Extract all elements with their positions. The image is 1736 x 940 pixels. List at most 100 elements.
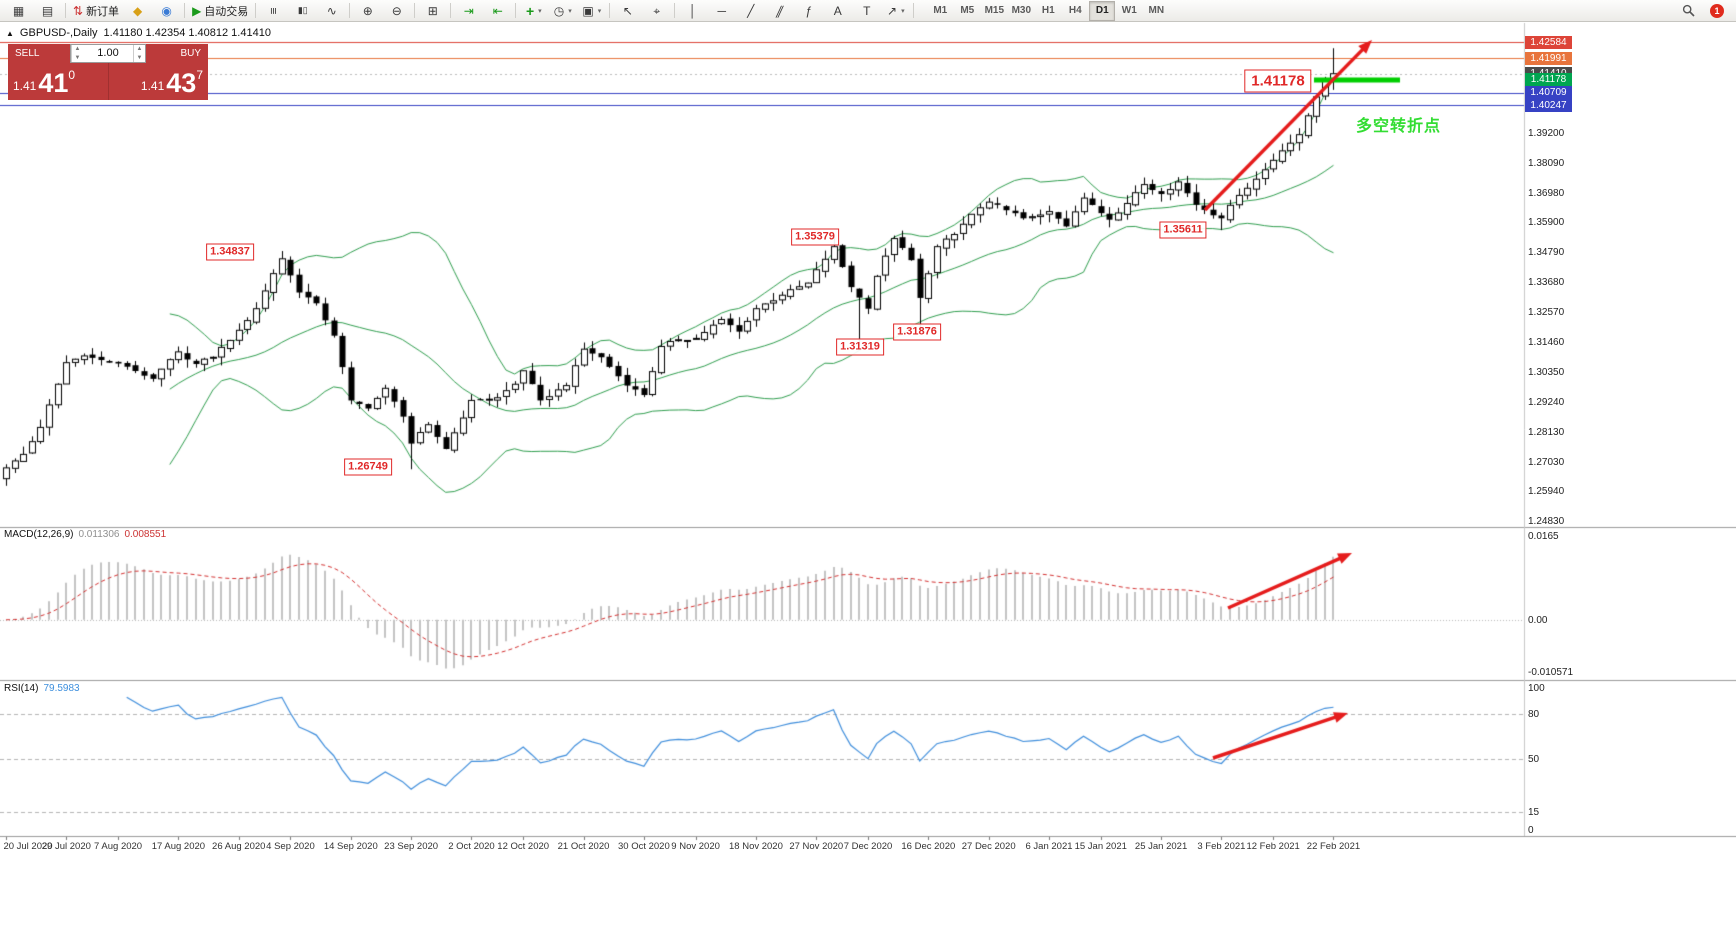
price-annotation[interactable]: 1.34837 xyxy=(206,243,254,261)
candlestick-button[interactable]: ▮▯ xyxy=(288,0,317,22)
volume-value[interactable]: 1.00 xyxy=(97,47,119,59)
chart-shift-button[interactable]: ⇤ xyxy=(483,0,512,22)
tile-windows-button[interactable]: ⊞ xyxy=(418,0,447,22)
price-axis[interactable]: 1.39200 1.38090 1.36980 1.35900 1.34790 1.336… xyxy=(1524,23,1736,837)
market-button[interactable]: ◉ xyxy=(152,0,181,22)
notification-badge[interactable]: 1 xyxy=(1710,3,1724,18)
price-line-label: 1.42584 xyxy=(1525,35,1572,49)
rsi-axis-tick: 15 xyxy=(1528,806,1540,818)
chevron-up-icon: ▲ xyxy=(136,46,143,53)
symbol-period-label: GBPUSD-,Daily xyxy=(19,27,98,39)
auto-scroll-button[interactable]: ⇥ xyxy=(454,0,483,22)
search-icon xyxy=(1682,4,1695,17)
chevron-up-icon: ▲ xyxy=(74,46,81,53)
time-axis[interactable]: 20 Jul 2020 29 Jul 2020 7 Aug 2020 17 Aug 2… xyxy=(0,838,1736,858)
toolbar-separator xyxy=(349,3,351,18)
fibonacci-icon: ƒ xyxy=(805,3,813,18)
autotrade-label: 自动交易 xyxy=(204,5,249,18)
auto-scroll-icon: ⇥ xyxy=(463,3,474,18)
zoom-out-button[interactable]: ⊖ xyxy=(382,0,411,22)
timeframe-m15[interactable]: M15 xyxy=(984,5,1005,16)
sell-price-pip: 0 xyxy=(68,68,76,82)
buy-button[interactable]: BUY xyxy=(146,44,208,63)
price-annotation[interactable]: 1.31876 xyxy=(893,323,941,341)
bar-chart-button[interactable]: ≡ xyxy=(259,0,288,22)
sell-label: SELL xyxy=(15,48,40,59)
price-axis-tick: 1.27030 xyxy=(1528,456,1565,468)
new-chart-button[interactable]: ▦ xyxy=(4,0,33,22)
metaeditor-button[interactable]: ◆ xyxy=(123,0,152,22)
timeframe-m1[interactable]: M1 xyxy=(933,5,948,16)
crosshair-button[interactable]: ⌖ xyxy=(642,0,671,22)
sell-price-prefix: 1.41 xyxy=(13,79,37,93)
price-annotation[interactable]: 1.26749 xyxy=(344,458,392,476)
time-axis-label: 7 Aug 2020 xyxy=(94,841,143,852)
price-annotation[interactable]: 1.41178 xyxy=(1244,69,1312,93)
chevron-down-icon: ▾ xyxy=(538,7,542,15)
timeframe-m30[interactable]: M30 xyxy=(1011,5,1032,16)
timeframe-d1[interactable]: D1 xyxy=(1089,0,1116,21)
time-axis-label: 12 Feb 2021 xyxy=(1246,841,1300,852)
price-line-label: 1.41991 xyxy=(1525,51,1572,65)
price-axis-tick: 1.34790 xyxy=(1528,247,1565,259)
macd-axis-tick: 0.0165 xyxy=(1528,531,1559,542)
text-label-button[interactable]: T xyxy=(852,0,881,22)
timeframe-m5[interactable]: M5 xyxy=(960,5,975,16)
periods-button[interactable]: ◷ ▾ xyxy=(548,0,577,22)
horizontal-line-button[interactable]: ─ xyxy=(707,0,736,22)
channel-button[interactable]: ∥ xyxy=(765,0,794,22)
arrows-button[interactable]: ↗ ▾ xyxy=(881,0,910,22)
profiles-button[interactable]: ▤ xyxy=(33,0,62,22)
time-axis-label: 22 Feb 2021 xyxy=(1306,841,1361,852)
sell-price[interactable]: 1.41 41 0 xyxy=(8,63,109,100)
price-axis-tick: 1.39200 xyxy=(1528,128,1565,140)
trendline-button[interactable]: ╱ xyxy=(736,0,765,22)
candlestick-icon: ▮▯ xyxy=(297,5,308,15)
price-annotation[interactable]: 1.31319 xyxy=(836,338,884,356)
new-order-button[interactable]: ⇅ 新订单 xyxy=(69,0,123,22)
indicators-button[interactable]: + ▾ xyxy=(519,0,548,22)
buy-price[interactable]: 1.41 43 7 xyxy=(108,63,208,100)
cursor-button[interactable]: ↖ xyxy=(613,0,642,22)
price-axis-tick: 1.36980 xyxy=(1528,188,1565,200)
volume-spin-right[interactable]: ▲ ▼ xyxy=(133,45,145,62)
rsi-header: RSI(14) 79.5983 xyxy=(4,683,80,694)
price-annotation[interactable]: 1.35611 xyxy=(1159,221,1207,239)
crosshair-icon: ⌖ xyxy=(653,3,661,18)
collapse-panel-icon[interactable]: ▲ xyxy=(6,28,14,38)
text-button[interactable]: A xyxy=(823,0,852,22)
one-click-trade-panel: SELL ▲ ▼ 1.00 ▲ ▼ BUY 1.41 41 0 1.41 43 7 xyxy=(8,44,208,100)
time-axis-label: 18 Nov 2020 xyxy=(729,841,783,852)
toolbar-separator xyxy=(414,3,416,18)
time-axis-label: 27 Dec 2020 xyxy=(961,841,1016,852)
new-chart-icon: ▦ xyxy=(12,3,25,18)
volume-spin-left[interactable]: ▲ ▼ xyxy=(71,45,83,62)
timeframe-w1[interactable]: W1 xyxy=(1121,5,1137,16)
zoom-in-button[interactable]: ⊕ xyxy=(353,0,382,22)
price-line-label: 1.40247 xyxy=(1525,98,1572,112)
trend-note-text[interactable]: 多空转折点 xyxy=(1356,118,1442,135)
search-button[interactable] xyxy=(1674,0,1703,22)
templates-button[interactable]: ▣ ▾ xyxy=(577,0,606,22)
fibonacci-button[interactable]: ƒ xyxy=(794,0,823,22)
price-axis-tick: 1.28130 xyxy=(1528,426,1565,438)
vertical-line-button[interactable]: │ xyxy=(678,0,707,22)
line-chart-button[interactable]: ∿ xyxy=(317,0,346,22)
timeframe-h4[interactable]: H4 xyxy=(1068,5,1082,16)
profiles-icon: ▤ xyxy=(41,3,54,18)
new-order-label: 新订单 xyxy=(86,5,120,18)
bar-chart-icon: ≡ xyxy=(266,6,281,15)
time-axis-label: 3 Feb 2021 xyxy=(1197,841,1246,852)
time-axis-label: 14 Sep 2020 xyxy=(323,841,378,852)
timeframe-mn[interactable]: MN xyxy=(1148,5,1165,16)
timeframe-h1[interactable]: H1 xyxy=(1041,5,1055,16)
toolbar-separator xyxy=(674,3,676,18)
sell-button[interactable]: SELL xyxy=(8,44,70,63)
price-annotation[interactable]: 1.35379 xyxy=(791,228,839,246)
autotrade-button[interactable]: ▶ 自动交易 xyxy=(188,0,252,22)
toolbar-separator xyxy=(255,3,257,18)
volume-stepper[interactable]: ▲ ▼ 1.00 ▲ ▼ xyxy=(70,44,146,63)
rsi-value: 79.5983 xyxy=(43,683,80,694)
buy-price-prefix: 1.41 xyxy=(140,79,165,93)
